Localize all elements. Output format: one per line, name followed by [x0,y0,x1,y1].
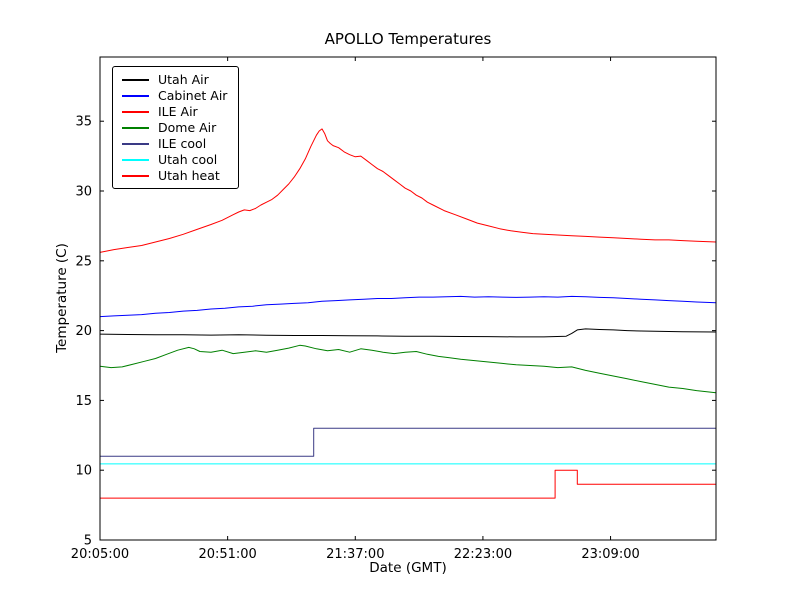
x-tick-label: 20:51:00 [198,547,256,562]
series-utah-heat [100,469,716,499]
legend-line-swatch [122,142,149,145]
legend-line-swatch [122,158,149,161]
legend-item-cabinet-air: Cabinet Air [122,88,227,103]
legend-item-utah-cool: Utah cool [122,152,227,167]
legend-item-utah-heat: Utah heat [122,168,227,183]
legend-line-swatch [122,78,149,81]
x-tick-label: 21:37:00 [326,547,384,562]
legend-label: Cabinet Air [158,88,228,103]
series-ile-air [99,128,717,253]
legend-item-utah-air: Utah Air [122,72,227,87]
legend-item-ile-cool: ILE cool [122,136,227,151]
series-utah-air [99,328,717,338]
series-ile-cool [100,427,716,457]
legend-item-dome-air: Dome Air [122,120,227,135]
series-dome-air [99,344,717,394]
legend-label: Utah cool [158,152,218,167]
y-tick-label: 25 [75,254,92,269]
legend-line-swatch [122,174,149,177]
legend-item-ile-air: ILE Air [122,104,227,119]
y-axis-label: Temperature (C) [54,243,70,353]
x-axis-label: Date (GMT) [369,560,447,576]
legend-label: Dome Air [158,120,217,135]
y-tick-label: 35 [75,115,92,130]
legend-label: Utah Air [158,72,209,87]
x-tick-label: 22:23:00 [454,547,512,562]
y-tick-label: 15 [75,394,92,409]
legend-label: ILE Air [158,104,198,119]
legend-label: Utah heat [158,168,220,183]
y-tick-label: 5 [84,534,92,549]
plot-frame [99,56,717,541]
x-tick-label: 20:05:00 [71,547,129,562]
y-tick-label: 30 [75,185,92,200]
legend-label: ILE cool [158,136,207,151]
legend-line-swatch [122,110,149,113]
series-cabinet-air [99,295,717,318]
legend-line-swatch [122,126,149,129]
legend: Utah Air Cabinet Air ILE Air Dome Air IL… [112,66,240,189]
y-tick-label: 10 [75,464,92,479]
legend-line-swatch [122,94,149,97]
x-tick-label: 23:09:00 [581,547,639,562]
chart-title: APOLLO Temperatures [324,30,492,48]
y-tick-label: 20 [75,324,92,339]
